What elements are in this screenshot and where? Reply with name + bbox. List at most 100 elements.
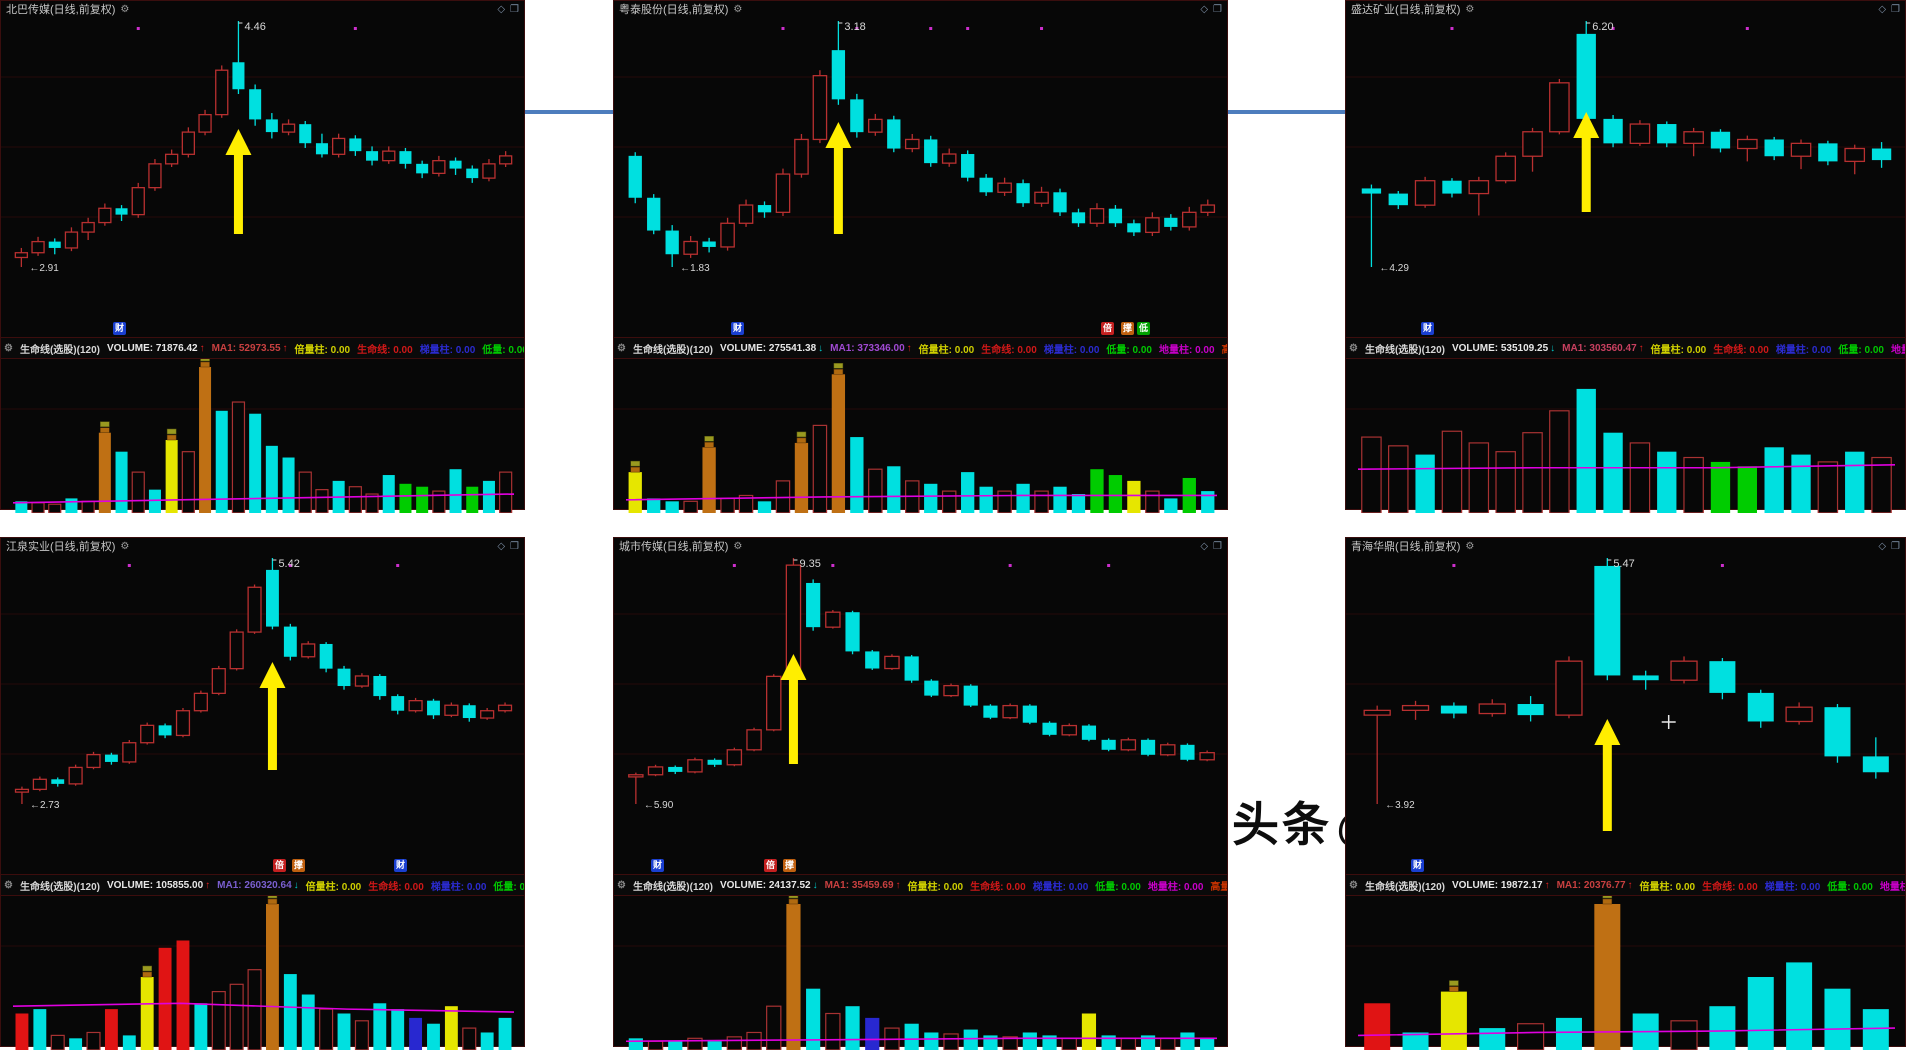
indicator-gear-icon: ⚙ <box>617 343 626 354</box>
candle-body <box>32 242 44 253</box>
volume-bar <box>1550 411 1569 513</box>
marker-dot <box>1040 27 1043 30</box>
window-icon[interactable]: ❐ <box>1891 541 1900 552</box>
panel-title: 江泉实业(日线,前复权) <box>6 538 115 554</box>
candle-body <box>69 767 82 783</box>
volume-bar <box>433 491 445 513</box>
candle-body <box>739 205 752 223</box>
candle-body <box>885 656 899 668</box>
window-icon[interactable]: ❐ <box>1891 4 1900 15</box>
candle-body <box>1415 181 1434 205</box>
indicator-field: 地量柱: 0.00 <box>1159 341 1215 356</box>
volume-bar <box>727 1037 741 1050</box>
low-price-label: ←2.91 <box>29 263 59 274</box>
diamond-icon[interactable]: ◇ <box>1200 4 1208 15</box>
indicator-field: 低量: 0.00 <box>1095 878 1141 893</box>
signal-badge: 撑 <box>783 859 796 872</box>
signal-badge: 倍 <box>273 859 286 872</box>
diamond-icon[interactable]: ◇ <box>497 4 505 15</box>
volume-bar <box>850 437 863 513</box>
candle-body <box>333 138 345 154</box>
diamond-icon[interactable]: ◇ <box>1878 4 1886 15</box>
candle-body <box>194 693 207 710</box>
limit-up-flag <box>1449 981 1458 986</box>
diamond-icon[interactable]: ◇ <box>1878 541 1886 552</box>
volume-bar <box>708 1041 722 1050</box>
candle-body <box>373 676 386 696</box>
panel-title: 北巴传媒(日线,前复权) <box>6 1 115 17</box>
candle-body <box>1183 212 1196 227</box>
volume-bar <box>1523 433 1542 513</box>
volume-bar <box>445 1006 458 1050</box>
candle-body <box>1141 740 1155 755</box>
candlestick-chart: 6.20←4.29 <box>1346 17 1905 337</box>
connector-line <box>525 110 613 114</box>
volume-bar <box>123 1035 136 1050</box>
marker-dot <box>733 564 736 567</box>
gear-icon[interactable]: ⚙ <box>1465 4 1474 15</box>
volume-bar <box>1845 452 1864 513</box>
candle-body <box>943 154 956 163</box>
candle-body <box>466 169 478 179</box>
peak-price-label: 4.46 <box>244 21 265 33</box>
candle-body <box>366 151 378 161</box>
volume-bar <box>845 1006 859 1050</box>
window-icon[interactable]: ❐ <box>510 4 519 15</box>
ma1-value: MA1: 373346.00 <box>830 343 905 354</box>
ma1-value: MA1: 52973.55 <box>212 343 281 354</box>
window-icon[interactable]: ❐ <box>1213 4 1222 15</box>
limit-up-flag <box>201 362 210 367</box>
volume-value: VOLUME: 71876.42 <box>107 343 198 354</box>
indicator-field: 倍量柱: 0.00 <box>1640 878 1696 893</box>
window-icon[interactable]: ❐ <box>1213 541 1222 552</box>
indicator-field: 梯量柱: 0.00 <box>1044 341 1100 356</box>
volume-direction-arrow: ↓ <box>818 343 823 354</box>
stock-chart-panel: 盛达矿业(日线,前复权) ⚙ ◇ ❐ 6.20←4.29 ⚙生命线(选股)(12… <box>1345 0 1906 510</box>
gear-icon[interactable]: ⚙ <box>733 4 742 15</box>
ma1-value: MA1: 20376.77 <box>1557 880 1626 891</box>
candle-body <box>1469 181 1488 194</box>
candle-body <box>1200 753 1214 760</box>
volume-bar <box>786 904 800 1050</box>
ma1-value: MA1: 35459.69 <box>825 880 894 891</box>
gear-icon[interactable]: ⚙ <box>1465 541 1474 552</box>
candle-body <box>629 775 643 777</box>
volume-bar <box>49 504 61 513</box>
candle-body <box>1738 139 1757 148</box>
volume-bar <box>826 1014 840 1050</box>
limit-up-flag <box>797 432 806 437</box>
stock-chart-panel: 粤泰股份(日线,前复权) ⚙ ◇ ❐ 3.18←1.83 ⚙生命线(选股)(12… <box>613 0 1228 510</box>
candle-body <box>1164 218 1177 227</box>
candle-body <box>1657 124 1676 143</box>
volume-bar <box>416 487 428 513</box>
candle-body <box>979 178 992 193</box>
volume-value: VOLUME: 535109.25 <box>1452 343 1548 354</box>
diamond-icon[interactable]: ◇ <box>497 541 505 552</box>
volume-bar <box>266 446 278 513</box>
candle-body <box>499 705 512 710</box>
candle-body <box>1109 209 1122 224</box>
candle-body <box>355 676 368 686</box>
marker-dot <box>396 564 399 567</box>
candlestick-chart: 9.35←5.90 <box>614 554 1227 874</box>
gear-icon[interactable]: ⚙ <box>733 541 742 552</box>
diamond-icon[interactable]: ◇ <box>1200 541 1208 552</box>
volume-bar <box>1035 491 1048 513</box>
ma1-direction-arrow: ↑ <box>896 880 901 891</box>
indicator-field: 低量: 0.00 <box>1106 341 1152 356</box>
indicator-gear-icon: ⚙ <box>1349 880 1358 891</box>
gear-icon[interactable]: ⚙ <box>120 4 129 15</box>
volume-bar <box>666 501 679 513</box>
volume-bar <box>979 487 992 513</box>
volume-bar <box>1180 1032 1194 1050</box>
limit-up-flag <box>100 422 109 427</box>
limit-up-flag <box>705 442 714 447</box>
window-icon[interactable]: ❐ <box>510 541 519 552</box>
indicator-bar: ⚙生命线(选股)(120)VOLUME: 275541.38↓MA1: 3733… <box>614 337 1227 359</box>
gear-icon[interactable]: ⚙ <box>120 541 129 552</box>
indicator-field: 低量: 0.00 <box>482 341 524 356</box>
volume-bar <box>1657 452 1676 513</box>
candle-body <box>1127 223 1140 232</box>
volume-bar <box>499 1018 512 1050</box>
